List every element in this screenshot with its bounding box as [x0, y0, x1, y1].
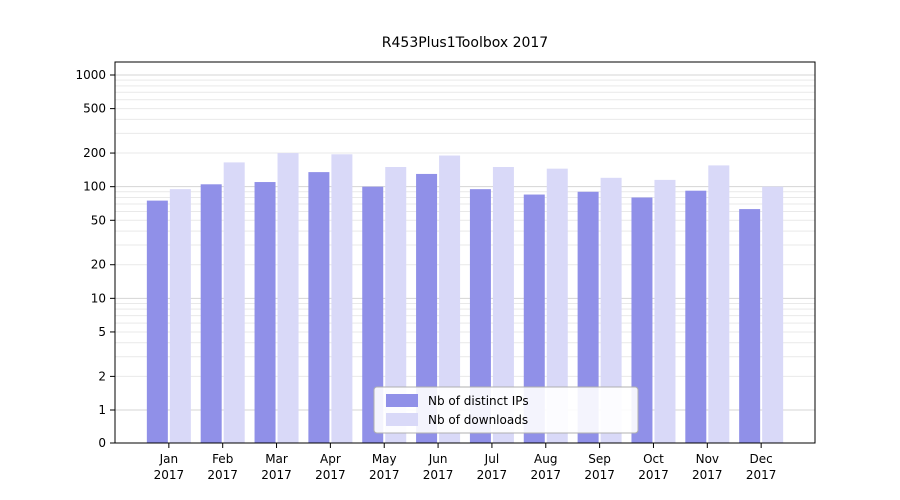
y-tick-label: 10 [91, 291, 106, 305]
y-tick-label: 50 [91, 213, 106, 227]
x-tick-label: Jun [428, 452, 448, 466]
bar-downloads-aug [546, 168, 568, 443]
x-tick-label: Jan [159, 452, 179, 466]
bar-distinct-ips-dec [739, 209, 761, 443]
bar-distinct-ips-may [362, 186, 384, 443]
bar-downloads-oct [654, 179, 676, 444]
x-tick-label-year: 2017 [584, 468, 615, 482]
x-tick-label: Apr [320, 452, 341, 466]
x-tick-label: Mar [265, 452, 288, 466]
legend-swatch-distinct-ips [386, 394, 418, 407]
legend-swatch-downloads [386, 413, 418, 426]
y-tick-label: 500 [83, 102, 106, 116]
bar-downloads-jan [169, 189, 191, 443]
bar-distinct-ips-jul [469, 189, 491, 443]
x-tick-label-year: 2017 [692, 468, 723, 482]
x-tick-label: Aug [534, 452, 557, 466]
x-tick-label: Dec [750, 452, 773, 466]
x-tick-label-year: 2017 [423, 468, 454, 482]
bar-downloads-feb [223, 162, 245, 443]
bar-distinct-ips-jan [146, 200, 168, 443]
bar-distinct-ips-oct [631, 197, 653, 443]
bar-distinct-ips-mar [254, 182, 276, 443]
x-tick-label: Jul [484, 452, 499, 466]
bar-distinct-ips-sep [577, 191, 599, 443]
bars-layer [146, 153, 784, 444]
bar-distinct-ips-feb [200, 184, 222, 443]
bar-downloads-nov [708, 165, 730, 443]
bar-distinct-ips-apr [308, 172, 330, 443]
bar-downloads-mar [277, 153, 299, 444]
x-tick-label-year: 2017 [369, 468, 400, 482]
y-tick-label: 1 [98, 403, 106, 417]
x-tick-label: Nov [696, 452, 719, 466]
legend-label-downloads: Nb of downloads [428, 413, 528, 427]
x-tick-label-year: 2017 [746, 468, 777, 482]
legend: Nb of distinct IPs Nb of downloads [373, 386, 639, 434]
plot-border [114, 61, 816, 444]
bar-downloads-jul [492, 167, 514, 443]
y-tick-label: 0 [98, 436, 106, 450]
bar-downloads-jun [439, 155, 461, 443]
y-tick-label: 1000 [75, 68, 106, 82]
y-tick-label: 200 [83, 146, 106, 160]
bar-downloads-may [385, 167, 407, 443]
x-tick-label: Feb [212, 452, 233, 466]
x-tick-label-year: 2017 [477, 468, 508, 482]
x-tick-label-year: 2017 [154, 468, 185, 482]
y-tick-label: 20 [91, 258, 106, 272]
bar-distinct-ips-aug [523, 194, 545, 443]
legend-label-distinct-ips: Nb of distinct IPs [428, 394, 529, 408]
x-tick-label: Sep [588, 452, 611, 466]
chart-title: R453Plus1Toolbox 2017 [382, 35, 548, 51]
x-tick-label-year: 2017 [261, 468, 292, 482]
y-tick-label: 100 [83, 180, 106, 194]
y-tick-label: 2 [98, 369, 106, 383]
legend-frame [373, 386, 639, 434]
x-tick-label: May [372, 452, 397, 466]
x-tick-label-year: 2017 [638, 468, 669, 482]
bar-downloads-sep [600, 177, 622, 443]
bar-distinct-ips-nov [685, 190, 707, 443]
axis-layer: 10005002001005020105210Jan2017Feb2017Mar… [75, 61, 816, 482]
bar-distinct-ips-jun [416, 173, 438, 443]
bar-downloads-apr [331, 154, 353, 443]
x-tick-label: Oct [643, 452, 664, 466]
x-tick-label-year: 2017 [530, 468, 561, 482]
y-tick-label: 5 [98, 325, 106, 339]
x-tick-label-year: 2017 [207, 468, 238, 482]
bar-downloads-dec [762, 186, 784, 443]
x-tick-label-year: 2017 [315, 468, 346, 482]
